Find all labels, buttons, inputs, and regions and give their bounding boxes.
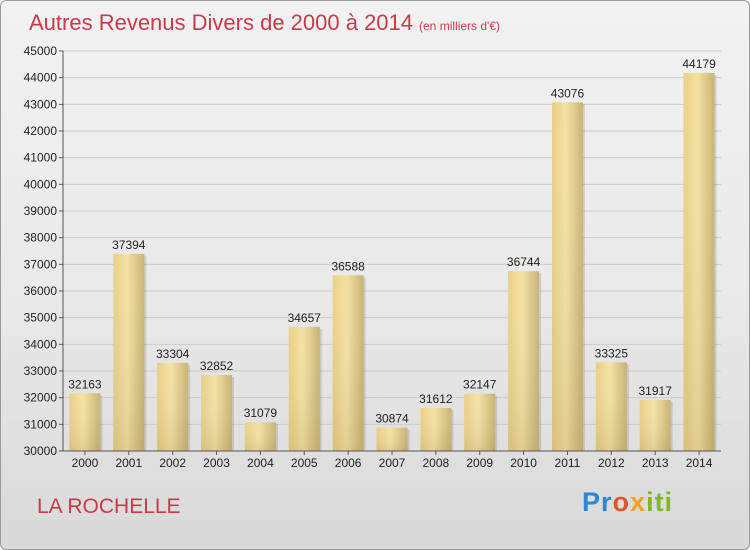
data-label-2010: 36744: [507, 255, 541, 269]
data-label-2006: 36588: [331, 259, 365, 273]
title-unit: (en milliers d'€): [419, 19, 500, 33]
y-tick-label: 44000: [24, 71, 58, 85]
bar-shade: [288, 326, 320, 451]
x-tick-label-2000: 2000: [72, 456, 99, 470]
axes: 30000 31000 32000 33000 34000 35000 36000 37000…: [24, 44, 721, 470]
bar-shade: [639, 399, 671, 451]
data-label-2011: 43076: [551, 86, 585, 100]
title-text: Autres Revenus Divers de 2000 à 2014: [29, 10, 414, 35]
x-tick-label-2005: 2005: [291, 456, 318, 470]
data-label-2000: 32163: [68, 377, 102, 391]
bar-shade: [332, 275, 364, 451]
data-label-2014: 44179: [682, 57, 716, 71]
x-tick-label-2014: 2014: [686, 456, 713, 470]
chart-title: Autres Revenus Divers de 2000 à 2014 (en …: [29, 10, 500, 36]
x-tick-label-2009: 2009: [466, 456, 493, 470]
y-tick-label: 42000: [24, 124, 58, 138]
y-tick-label: 39000: [24, 204, 58, 218]
bars: 32163 37394 33304 32852 31079 34657 36588 30874…: [68, 57, 717, 451]
x-tick-label-2013: 2013: [642, 456, 669, 470]
data-label-2005: 34657: [288, 311, 322, 325]
y-tick-label: 30000: [24, 444, 58, 458]
bar-shade: [595, 362, 627, 451]
data-label-2007: 30874: [375, 412, 409, 426]
x-tick-label-2010: 2010: [510, 456, 537, 470]
bar-shade: [201, 374, 233, 451]
x-tick-label-2008: 2008: [423, 456, 450, 470]
bar-shade: [551, 102, 583, 451]
y-tick-label: 43000: [24, 97, 58, 111]
y-tick-label: 31000: [24, 417, 58, 431]
data-label-2002: 33304: [156, 347, 190, 361]
x-tick-label-2006: 2006: [335, 456, 362, 470]
bar-shade: [464, 393, 496, 451]
x-tick-label-2011: 2011: [555, 456, 581, 470]
data-label-2001: 37394: [112, 238, 146, 252]
y-tick-label: 45000: [24, 44, 58, 58]
x-tick-label-2001: 2001: [115, 456, 142, 470]
y-tick-label: 41000: [24, 151, 58, 165]
y-tick-label: 35000: [24, 311, 58, 325]
proxiti-logo: Proxiti: [582, 487, 674, 517]
data-label-2004: 31079: [244, 406, 278, 420]
location-label: LA ROCHELLE: [37, 495, 181, 518]
y-tick-label: 40000: [24, 177, 58, 191]
y-tick-label: 37000: [24, 257, 58, 271]
y-tick-label: 38000: [24, 231, 58, 245]
x-tick-label-2012: 2012: [598, 456, 625, 470]
data-label-2003: 32852: [200, 359, 234, 373]
y-tick-label: 32000: [24, 391, 58, 405]
x-tick-label-2007: 2007: [379, 456, 406, 470]
x-tick-label-2002: 2002: [159, 456, 186, 470]
bar-shade: [376, 427, 408, 451]
bar-shade: [508, 271, 540, 451]
data-label-2012: 33325: [595, 346, 629, 360]
y-tick-label: 33000: [24, 364, 58, 378]
bar-shade: [69, 393, 101, 451]
x-tick-label-2004: 2004: [247, 456, 274, 470]
bar-shade: [683, 72, 715, 451]
bar-shade: [420, 408, 452, 451]
data-label-2009: 32147: [463, 378, 497, 392]
bar-shade: [244, 422, 276, 451]
y-tick-label: 34000: [24, 337, 58, 351]
x-tick-label-2003: 2003: [203, 456, 230, 470]
data-label-2013: 31917: [639, 384, 673, 398]
bar-shade: [113, 253, 145, 451]
bar-shade: [157, 362, 189, 451]
data-label-2008: 31612: [419, 392, 453, 406]
y-tick-label: 36000: [24, 284, 58, 298]
